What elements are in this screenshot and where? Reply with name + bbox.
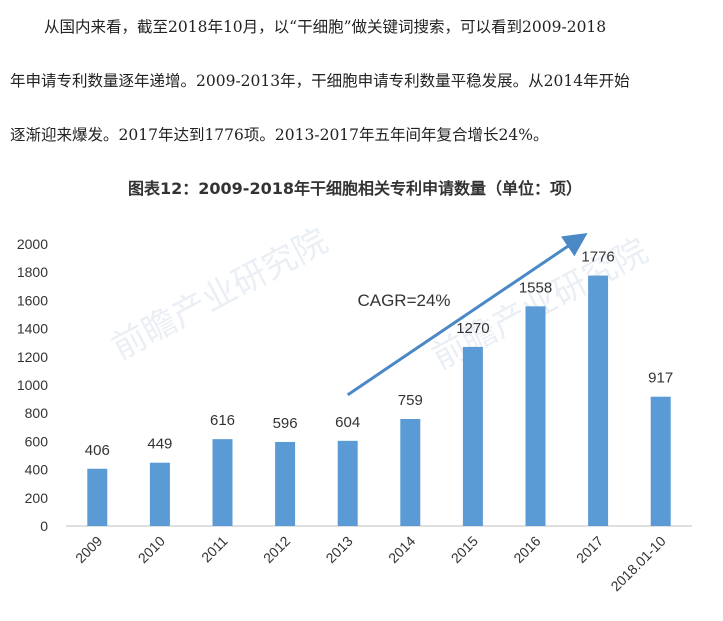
- x-tick-label: 2011: [198, 533, 231, 566]
- bar: [588, 275, 609, 526]
- y-tick-label: 1400: [17, 321, 48, 337]
- x-tick-label: 2017: [573, 533, 606, 566]
- y-tick-label: 1200: [17, 349, 48, 365]
- bars: [87, 275, 671, 526]
- y-tick-label: 200: [25, 490, 49, 506]
- paragraph-line-1: 从国内来看，截至2018年10月，以“干细胞”做关键词搜索，可以看到2009-2…: [44, 18, 607, 36]
- x-tick-label: 2012: [260, 533, 293, 566]
- bar: [212, 439, 233, 526]
- paragraph-line-2: 年申请专利数量逐年递增。2009-2013年，干细胞申请专利数量平稳发展。从20…: [10, 72, 630, 90]
- data-label: 406: [85, 442, 110, 459]
- data-label: 1558: [519, 279, 552, 296]
- paragraph-line-3: 逐渐迎来爆发。2017年达到1776项。2013-2017年五年间年复合增长24…: [10, 126, 549, 144]
- x-axis: 2009 2010 2011 2012 2013 2014 2015 2016 2017 2018…: [72, 533, 669, 595]
- bar: [87, 468, 108, 526]
- data-labels: 406 449 616 596 604 759 1270 1558 1776 917: [85, 249, 673, 459]
- y-tick-label: 400: [25, 462, 49, 478]
- data-label: 1270: [456, 320, 489, 337]
- x-tick-label: 2010: [135, 533, 168, 566]
- trend-arrow: [346, 232, 588, 397]
- chart-title: 图表12：2009-2018年干细胞相关专利申请数量（单位：项）: [128, 179, 582, 198]
- data-label: 616: [210, 412, 235, 429]
- bar: [337, 440, 358, 526]
- y-tick-label: 600: [25, 433, 49, 449]
- x-tick-label: 2014: [385, 533, 418, 566]
- bar: [462, 346, 483, 526]
- y-tick-label: 1000: [17, 377, 48, 393]
- data-label: 759: [398, 392, 423, 409]
- data-label: 917: [648, 370, 673, 387]
- x-tick-label: 2016: [510, 533, 543, 566]
- x-tick-label: 2015: [448, 533, 481, 566]
- data-label: 449: [147, 436, 172, 453]
- bar: [650, 396, 671, 526]
- y-tick-label: 1600: [17, 292, 48, 308]
- bar: [525, 306, 546, 526]
- patent-bar-chart: 图表12：2009-2018年干细胞相关专利申请数量（单位：项） 前瞻产业研究院…: [17, 179, 692, 595]
- x-tick-label: 2018.01-10: [607, 533, 669, 595]
- cagr-trend: CAGR=24%: [346, 232, 588, 397]
- y-tick-label: 800: [25, 405, 49, 421]
- x-tick-label: 2009: [72, 533, 105, 566]
- y-tick-label: 1800: [17, 264, 48, 280]
- bar: [400, 418, 421, 526]
- y-tick-label: 2000: [17, 236, 48, 252]
- data-label: 1776: [581, 249, 614, 266]
- y-axis: 0 200 400 600 800 1000 1200 1400 1600 1800 2000: [17, 236, 692, 534]
- bar: [149, 462, 170, 526]
- x-tick-label: 2013: [322, 533, 355, 566]
- cagr-annotation: CAGR=24%: [357, 291, 450, 310]
- intro-paragraph: 从国内来看，截至2018年10月，以“干细胞”做关键词搜索，可以看到2009-2…: [10, 0, 716, 162]
- data-label: 604: [335, 414, 360, 431]
- watermark-text: 前瞻产业研究院: [105, 221, 334, 368]
- data-label: 596: [273, 415, 298, 432]
- y-tick-label: 0: [40, 518, 48, 534]
- bar: [275, 441, 296, 526]
